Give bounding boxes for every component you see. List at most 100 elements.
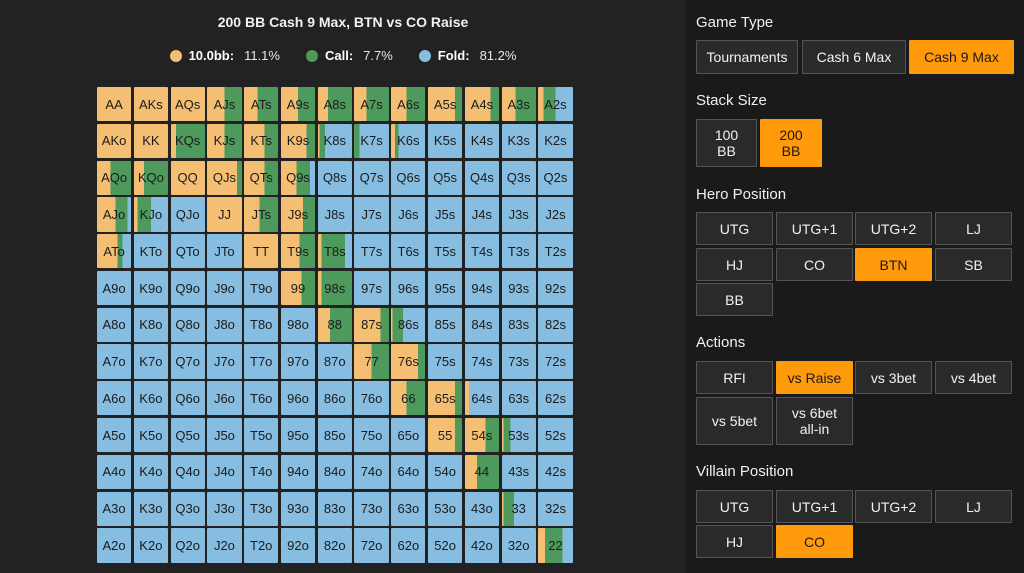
villain-position-option[interactable]: CO <box>776 525 853 558</box>
hand-cell[interactable]: 92o <box>280 528 316 563</box>
hero-position-option[interactable]: BTN <box>855 248 932 281</box>
hand-cell[interactable]: A2s <box>538 87 573 122</box>
hand-cell[interactable]: 22 <box>538 528 573 563</box>
hand-cell[interactable]: J8o <box>207 307 242 342</box>
hand-cell[interactable]: T9s <box>280 234 316 269</box>
hand-cell[interactable]: 93s <box>501 270 536 306</box>
hand-cell[interactable]: T2s <box>538 234 573 269</box>
hand-cell[interactable]: A8s <box>317 87 352 122</box>
hand-cell[interactable]: A6o <box>97 381 132 416</box>
hand-cell[interactable]: 73s <box>501 344 536 379</box>
hand-cell[interactable]: K8s <box>317 123 352 158</box>
hero-position-option[interactable]: CO <box>776 248 853 281</box>
hand-cell[interactable]: KJo <box>133 197 168 232</box>
hand-cell[interactable]: A2o <box>97 528 132 563</box>
hand-cell[interactable]: J5s <box>428 197 463 232</box>
hand-cell[interactable]: J3o <box>207 491 242 526</box>
hero-position-option[interactable]: UTG <box>696 212 773 245</box>
actions-option[interactable]: vs 6bet all-in <box>776 397 853 445</box>
hand-cell[interactable]: J6o <box>207 381 242 416</box>
hand-cell[interactable]: 33 <box>501 491 536 526</box>
hand-cell[interactable]: A6s <box>391 87 426 122</box>
hand-cell[interactable]: AJs <box>207 87 242 122</box>
hand-cell[interactable]: 62s <box>538 381 573 416</box>
hand-cell[interactable]: 96o <box>280 381 316 416</box>
hand-cell[interactable]: 95s <box>428 270 463 306</box>
hand-cell[interactable]: 32s <box>538 491 573 526</box>
hand-cell[interactable]: JTo <box>207 234 242 269</box>
hand-cell[interactable]: T4o <box>244 454 279 489</box>
hand-cell[interactable]: A3o <box>97 491 132 526</box>
hand-cell[interactable]: K5o <box>133 418 168 453</box>
hand-cell[interactable]: 88 <box>317 307 352 342</box>
hand-cell[interactable]: 43s <box>501 454 536 489</box>
hand-cell[interactable]: J2s <box>538 197 573 232</box>
hand-cell[interactable]: A9s <box>280 87 316 122</box>
hand-cell[interactable]: J4s <box>464 197 499 232</box>
actions-option[interactable]: vs 3bet <box>855 361 932 394</box>
hand-cell[interactable]: QTs <box>244 160 279 195</box>
hand-cell[interactable]: 43o <box>464 491 499 526</box>
hand-cell[interactable]: 65s <box>428 381 463 416</box>
hand-cell[interactable]: 86s <box>391 307 426 342</box>
hand-cell[interactable]: 97s <box>354 270 389 306</box>
hand-cell[interactable]: 85o <box>317 418 352 453</box>
hand-cell[interactable]: K8o <box>133 307 168 342</box>
hand-cell[interactable]: 82s <box>538 307 573 342</box>
hand-cell[interactable]: K3s <box>501 123 536 158</box>
hand-cell[interactable]: KTo <box>133 234 168 269</box>
hand-cell[interactable]: J4o <box>207 454 242 489</box>
hand-cell[interactable]: 74o <box>354 454 389 489</box>
hand-cell[interactable]: 54o <box>428 454 463 489</box>
hand-cell[interactable]: Q3o <box>170 491 205 526</box>
hand-cell[interactable]: 42o <box>464 528 499 563</box>
actions-option[interactable]: vs Raise <box>776 361 853 394</box>
actions-option[interactable]: RFI <box>696 361 773 394</box>
hand-cell[interactable]: T4s <box>464 234 499 269</box>
hand-cell[interactable]: Q7o <box>170 344 205 379</box>
hand-cell[interactable]: Q8s <box>317 160 352 195</box>
hand-cell[interactable]: Q9s <box>280 160 316 195</box>
hand-cell[interactable]: 72s <box>538 344 573 379</box>
hand-cell[interactable]: A3s <box>501 87 536 122</box>
hand-cell[interactable]: JJ <box>207 197 242 232</box>
hand-cell[interactable]: 83o <box>317 491 352 526</box>
hand-cell[interactable]: Q5o <box>170 418 205 453</box>
hand-cell[interactable]: J9s <box>280 197 316 232</box>
hand-cell[interactable]: 66 <box>391 381 426 416</box>
hand-cell[interactable]: J8s <box>317 197 352 232</box>
hand-cell[interactable]: J7o <box>207 344 242 379</box>
villain-position-option[interactable]: UTG+2 <box>855 490 932 523</box>
hand-cell[interactable]: T6o <box>244 381 279 416</box>
hand-cell[interactable]: 93o <box>280 491 316 526</box>
hand-cell[interactable]: AA <box>97 87 132 122</box>
game-type-option[interactable]: Cash 6 Max <box>802 40 906 74</box>
hero-position-option[interactable]: BB <box>696 283 773 316</box>
hand-cell[interactable]: 92s <box>538 270 573 306</box>
hand-cell[interactable]: 75o <box>354 418 389 453</box>
hand-cell[interactable]: Q2o <box>170 528 205 563</box>
hand-cell[interactable]: K9o <box>133 270 168 306</box>
hand-cell[interactable]: 82o <box>317 528 352 563</box>
hand-cell[interactable]: Q4o <box>170 454 205 489</box>
actions-option[interactable]: vs 4bet <box>935 361 1012 394</box>
hand-cell[interactable]: T3o <box>244 491 279 526</box>
hand-cell[interactable]: 63s <box>501 381 536 416</box>
hand-cell[interactable]: A7o <box>97 344 132 379</box>
hand-cell[interactable]: A4o <box>97 454 132 489</box>
hand-cell[interactable]: QTo <box>170 234 205 269</box>
game-type-option[interactable]: Tournaments <box>696 40 798 74</box>
hand-cell[interactable]: 83s <box>501 307 536 342</box>
hand-cell[interactable]: 75s <box>428 344 463 379</box>
hand-cell[interactable]: 44 <box>464 454 499 489</box>
hand-cell[interactable]: T7o <box>244 344 279 379</box>
hand-cell[interactable]: Q4s <box>464 160 499 195</box>
hand-cell[interactable]: T6s <box>391 234 426 269</box>
hand-cell[interactable]: QJo <box>170 197 205 232</box>
hand-cell[interactable]: K2o <box>133 528 168 563</box>
hand-cell[interactable]: K5s <box>428 123 463 158</box>
hand-cell[interactable]: K6o <box>133 381 168 416</box>
hand-cell[interactable]: AQo <box>97 160 132 195</box>
hand-cell[interactable]: T5s <box>428 234 463 269</box>
hand-cell[interactable]: 99 <box>280 270 316 306</box>
